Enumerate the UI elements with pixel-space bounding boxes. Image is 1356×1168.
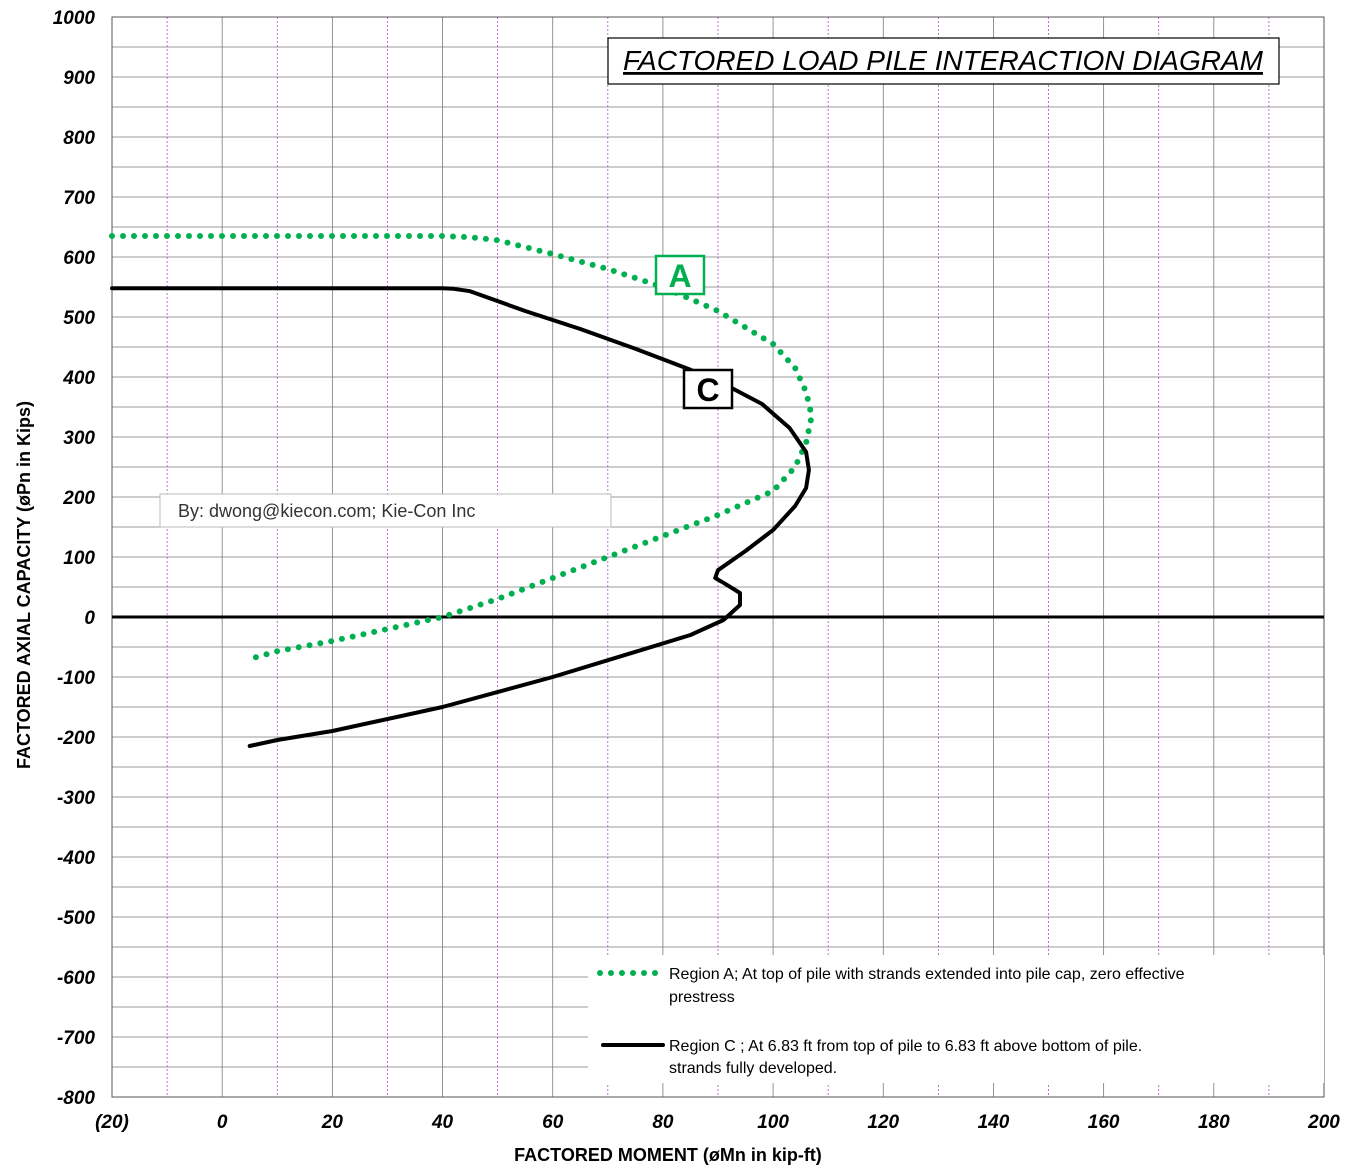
y-tick-label: 200 bbox=[62, 488, 95, 509]
legend: Region A; At top of pile with strands ex… bbox=[588, 955, 1324, 1083]
y-tick-label: 0 bbox=[84, 608, 95, 629]
region-tag-box bbox=[654, 254, 706, 296]
y-axis-title: FACTORED AXIAL CAPACITY (øPn in Kips) bbox=[14, 401, 34, 769]
y-tick-label: -400 bbox=[57, 848, 95, 869]
y-tick-label: -700 bbox=[57, 1028, 95, 1049]
legend-box bbox=[588, 955, 1324, 1083]
y-tick-label: -600 bbox=[57, 968, 95, 989]
x-tick-label: 0 bbox=[217, 1112, 228, 1133]
y-tick-label: 600 bbox=[63, 248, 95, 269]
legend-label-region-a-line2: prestress bbox=[669, 989, 735, 1006]
y-tick-label: -300 bbox=[57, 788, 95, 809]
chart-title: FACTORED LOAD PILE INTERACTION DIAGRAM bbox=[623, 45, 1264, 76]
x-tick-label: 20 bbox=[321, 1112, 344, 1133]
region-tag-label: A bbox=[668, 258, 691, 294]
y-tick-label: 700 bbox=[63, 188, 95, 209]
x-tick-label: (20) bbox=[95, 1112, 129, 1133]
legend-label-region-c-line2: strands fully developed. bbox=[669, 1060, 837, 1077]
region-tag-label: C bbox=[696, 372, 719, 408]
series-line-region-c bbox=[110, 286, 811, 748]
y-tick-labels: 10009008007006005004003002001000-100-200… bbox=[53, 8, 96, 1109]
y-tick-label: 1000 bbox=[53, 8, 96, 29]
y-tick-label: 400 bbox=[62, 368, 95, 389]
x-tick-label: 140 bbox=[978, 1112, 1010, 1133]
y-tick-label: -800 bbox=[57, 1088, 95, 1109]
y-tick-label: 900 bbox=[63, 68, 95, 89]
x-tick-labels: (20) 0 20 40 60 80 100 120 140 160 180 200 bbox=[95, 1112, 1340, 1133]
y-tick-label: -200 bbox=[57, 728, 95, 749]
y-tick-label: 500 bbox=[63, 308, 95, 329]
x-tick-label: 200 bbox=[1307, 1112, 1340, 1133]
x-tick-label: 100 bbox=[757, 1112, 789, 1133]
region-tag-box bbox=[682, 368, 734, 410]
region-tag-c: C bbox=[682, 368, 734, 410]
region-tag-a: A bbox=[654, 254, 706, 296]
y-tick-label: 100 bbox=[63, 548, 95, 569]
x-tick-label: 40 bbox=[431, 1112, 454, 1133]
y-tick-label: -100 bbox=[57, 668, 95, 689]
x-tick-label: 60 bbox=[542, 1112, 564, 1133]
series-tags: AC bbox=[654, 254, 734, 410]
x-axis-title: FACTORED MOMENT (øMn in kip-ft) bbox=[514, 1145, 822, 1165]
x-tick-label: 120 bbox=[867, 1112, 899, 1133]
credit-text: By: dwong@kiecon.com; Kie-Con Inc bbox=[178, 501, 475, 521]
x-tick-label: 180 bbox=[1198, 1112, 1230, 1133]
credit-box bbox=[159, 493, 612, 528]
credit-annotation: By: dwong@kiecon.com; Kie-Con Inc bbox=[159, 493, 612, 528]
x-tick-label: 160 bbox=[1088, 1112, 1120, 1133]
axes bbox=[111, 16, 1325, 1098]
y-tick-label: 800 bbox=[63, 128, 95, 149]
series bbox=[109, 233, 815, 748]
legend-label-region-a-line1: Region A; At top of pile with strands ex… bbox=[669, 966, 1185, 983]
series-line-region-a bbox=[109, 233, 815, 662]
y-tick-label: 300 bbox=[63, 428, 95, 449]
x-tick-label: 80 bbox=[652, 1112, 674, 1133]
title-box: FACTORED LOAD PILE INTERACTION DIAGRAM bbox=[607, 37, 1280, 85]
y-tick-label: -500 bbox=[57, 908, 95, 929]
legend-label-region-c-line1: Region C ; At 6.83 ft from top of pile t… bbox=[669, 1038, 1142, 1055]
title-box-frame bbox=[607, 37, 1280, 85]
plot-frame bbox=[111, 16, 1325, 1098]
